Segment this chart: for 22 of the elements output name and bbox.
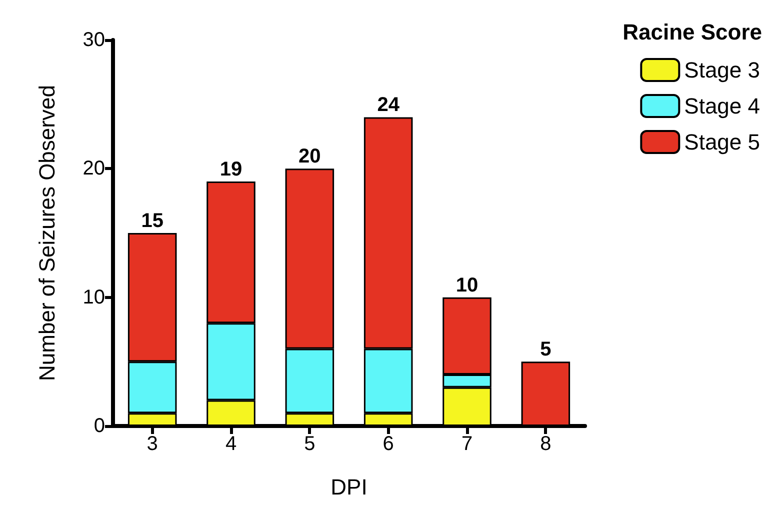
x-tick-label: 8: [540, 433, 552, 455]
x-tick-label: 6: [382, 433, 394, 455]
legend-label: Stage 3: [684, 58, 760, 82]
x-tick-label: 5: [304, 433, 316, 455]
y-tick-label: 0: [94, 415, 105, 437]
y-axis-title: Number of Seizures Observed: [34, 85, 60, 381]
y-tick-label: 30: [82, 29, 105, 51]
total-label: 15: [141, 210, 164, 232]
y-tick-label: 20: [82, 158, 105, 180]
total-label: 19: [220, 158, 242, 181]
x-tick-label: 3: [146, 433, 158, 455]
x-tick-label: 4: [225, 433, 237, 455]
legend-label: Stage 4: [684, 94, 760, 118]
total-label: 5: [540, 338, 552, 361]
legend-label: Stage 5: [684, 130, 760, 154]
total-label: 24: [377, 94, 400, 116]
x-tick-label: 7: [461, 433, 473, 455]
total-label: 10: [456, 274, 478, 296]
total-label: 20: [298, 146, 321, 168]
legend-title: Racine Score: [622, 20, 762, 44]
x-axis-title: DPI: [330, 474, 368, 500]
y-tick-label: 10: [82, 286, 105, 308]
